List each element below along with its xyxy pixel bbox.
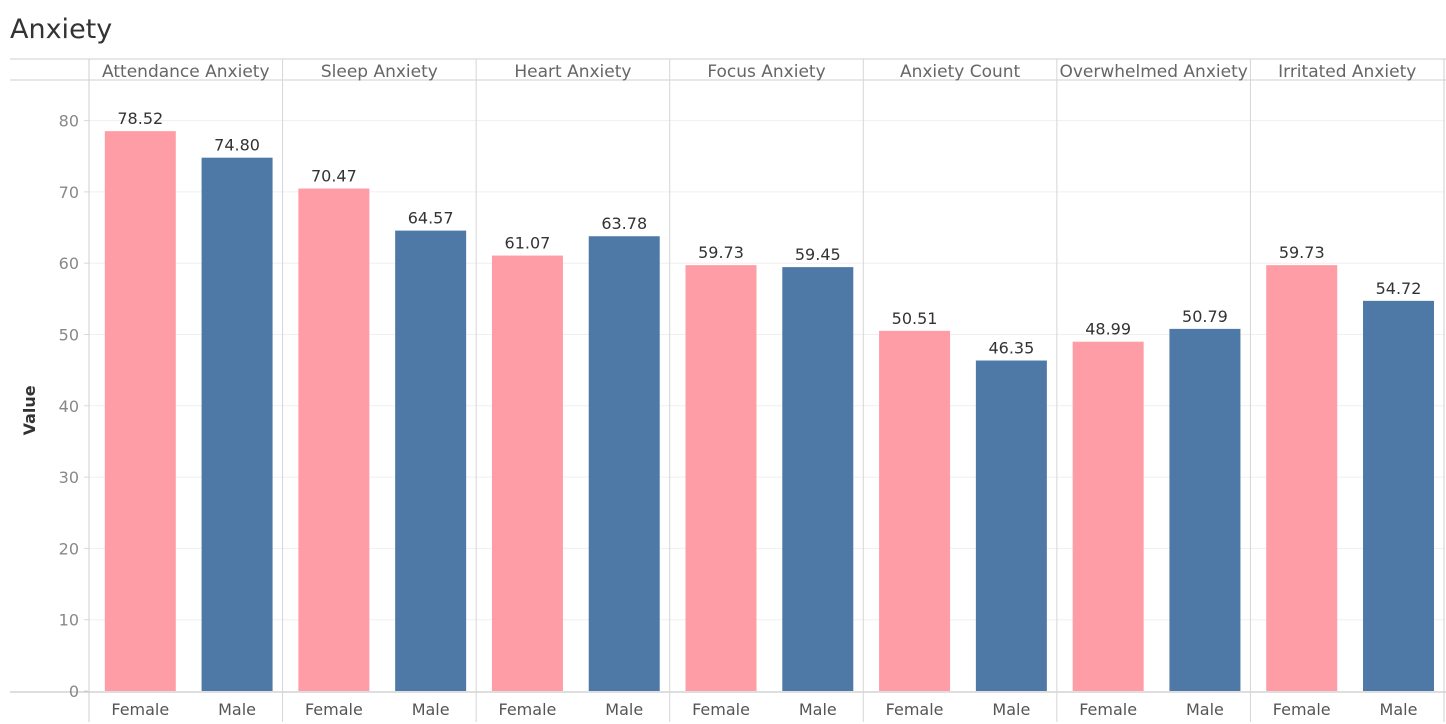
panel-header: Focus Anxiety [707, 62, 825, 82]
data-label: 78.52 [117, 109, 163, 128]
data-label: 70.47 [311, 167, 357, 186]
bar-male [201, 157, 273, 691]
bar-male [1363, 300, 1435, 691]
panel-header: Sleep Anxiety [321, 62, 438, 82]
data-label: 59.45 [795, 245, 841, 264]
y-tick-label: 80 [59, 112, 79, 131]
data-label: 48.99 [1085, 320, 1131, 339]
bar-female [685, 265, 757, 691]
category-label: Male [799, 700, 837, 719]
y-tick-label: 60 [59, 254, 79, 273]
chart-title: Anxiety [10, 14, 113, 45]
category-label: Female [499, 700, 557, 719]
data-label: 59.73 [1279, 243, 1325, 262]
category-label: Female [692, 700, 750, 719]
data-label: 64.57 [408, 209, 454, 228]
data-label: 50.51 [892, 309, 938, 328]
panel-header: Overwhelmed Anxiety [1059, 62, 1247, 82]
data-label: 74.80 [214, 136, 260, 155]
bar-female [104, 131, 176, 691]
bar-female [1266, 265, 1338, 691]
bar-female [1072, 341, 1144, 691]
y-tick-label: 20 [59, 539, 79, 558]
bar-male [1169, 328, 1241, 691]
data-label: 61.07 [505, 234, 551, 253]
data-label: 50.79 [1182, 307, 1228, 326]
bar-male [588, 236, 660, 691]
category-label: Female [111, 700, 169, 719]
y-tick-label: 50 [59, 326, 79, 345]
y-tick-label: 30 [59, 468, 79, 487]
category-label: Male [218, 700, 256, 719]
panel-header: Heart Anxiety [514, 62, 631, 82]
bar-female [879, 330, 951, 691]
bar-male [975, 360, 1047, 691]
data-label: 63.78 [601, 214, 647, 233]
category-label: Female [1273, 700, 1331, 719]
bar-female [298, 188, 370, 692]
bar-female [491, 255, 563, 691]
y-tick-label: 70 [59, 183, 79, 202]
data-label: 59.73 [698, 243, 744, 262]
y-tick-label: 10 [59, 611, 79, 630]
panel-header: Anxiety Count [900, 62, 1021, 82]
data-label: 46.35 [988, 339, 1034, 358]
category-label: Male [992, 700, 1030, 719]
panel-header: Irritated Anxiety [1278, 62, 1416, 82]
category-label: Male [605, 700, 643, 719]
y-tick-label: 40 [59, 397, 79, 416]
category-label: Male [1380, 700, 1418, 719]
category-label: Male [412, 700, 450, 719]
bar-male [782, 267, 854, 691]
category-label: Female [886, 700, 944, 719]
data-label: 54.72 [1376, 279, 1422, 298]
category-label: Female [305, 700, 363, 719]
bar-male [395, 230, 467, 691]
panel-header: Attendance Anxiety [102, 62, 269, 82]
category-label: Female [1079, 700, 1137, 719]
category-label: Male [1186, 700, 1224, 719]
y-axis-title: Value [20, 385, 39, 435]
y-tick-label: 0 [69, 682, 79, 701]
